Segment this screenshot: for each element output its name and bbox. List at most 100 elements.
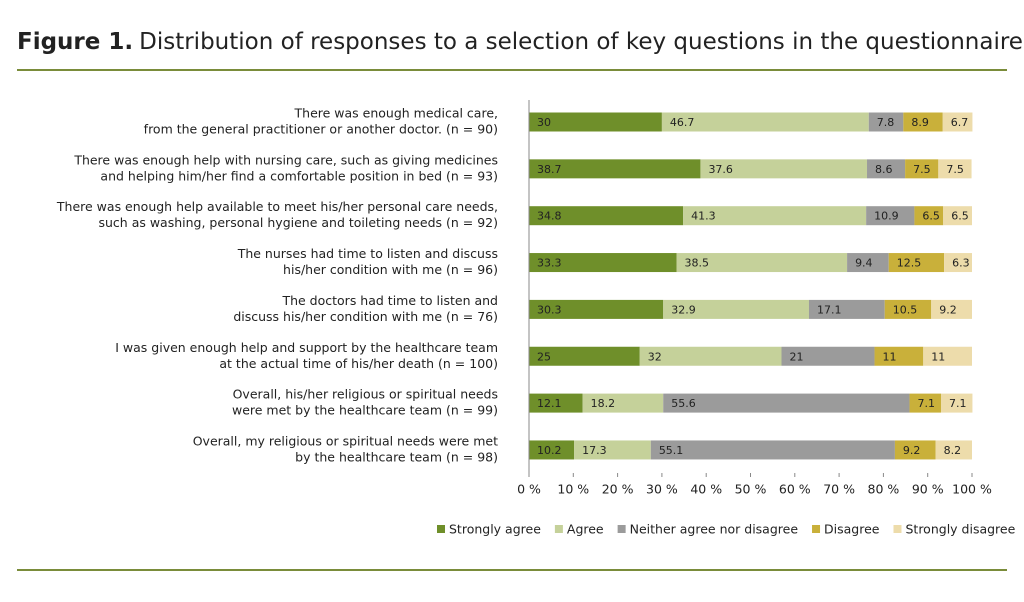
legend-label: Strongly agree — [449, 522, 541, 537]
category-label: Overall, my religious or spiritual needs… — [193, 433, 498, 448]
category-label: The doctors had time to listen and — [281, 293, 498, 308]
category-label: The nurses had time to listen and discus… — [237, 246, 498, 261]
value-label: 32.9 — [671, 303, 696, 316]
value-label: 7.1 — [918, 397, 936, 410]
value-label: 17.1 — [817, 303, 842, 316]
bar-segment — [909, 393, 941, 413]
value-label: 10.5 — [893, 303, 918, 316]
bar-segment — [923, 346, 972, 366]
category-label: were met by the healthcare team (n = 99) — [232, 403, 498, 418]
value-label: 9.2 — [903, 444, 921, 457]
value-label: 17.3 — [582, 444, 607, 457]
value-label: 37.6 — [708, 163, 733, 176]
value-label: 7.1 — [949, 397, 967, 410]
legend-label: Disagree — [824, 522, 880, 537]
value-label: 33.3 — [537, 257, 562, 270]
value-label: 7.5 — [946, 163, 964, 176]
legend-swatch — [437, 525, 445, 533]
legend-swatch — [812, 525, 821, 533]
legend-swatch — [554, 525, 563, 533]
bar-segment — [529, 440, 575, 460]
legend-swatch — [893, 525, 902, 533]
value-label: 10.2 — [537, 444, 562, 457]
bar-segment — [663, 393, 910, 413]
x-tick-label: 20 % — [602, 482, 634, 497]
bar-segment — [663, 299, 809, 319]
value-label: 7.5 — [913, 163, 931, 176]
value-label: 55.6 — [671, 397, 696, 410]
category-label: There was enough help available to meet … — [56, 199, 498, 214]
figure-label: Figure 1. — [17, 29, 133, 55]
bar-segment — [914, 206, 944, 226]
bar-segment — [529, 299, 664, 319]
x-tick-label: 70 % — [823, 482, 855, 497]
bar-segment — [944, 253, 972, 273]
value-label: 12.5 — [897, 257, 922, 270]
category-label: and helping him/her find a comfortable p… — [100, 168, 498, 183]
x-tick-label: 100 % — [952, 482, 992, 497]
bar-segment — [661, 112, 869, 132]
value-label: 18.2 — [591, 397, 616, 410]
value-label: 32 — [648, 350, 662, 363]
bar-segment — [905, 159, 939, 179]
value-label: 6.7 — [951, 116, 969, 129]
x-tick-label: 50 % — [735, 482, 767, 497]
x-tick-label: 30 % — [646, 482, 678, 497]
category-label: from the general practitioner or another… — [144, 122, 498, 137]
value-label: 11 — [931, 350, 945, 363]
category-label: There was enough medical care, — [294, 106, 498, 121]
value-label: 34.8 — [537, 210, 562, 223]
bar-segment — [931, 299, 972, 319]
category-label: Overall, his/her religious or spiritual … — [233, 387, 498, 402]
chart-title-line: Figure 1. Distribution of responses to a … — [17, 29, 1023, 55]
category-label: There was enough help with nursing care,… — [73, 152, 498, 167]
bar-segment — [781, 346, 875, 366]
value-label: 38.5 — [685, 257, 710, 270]
bar-segment — [683, 206, 867, 226]
bar-segment — [888, 253, 945, 273]
bar-segment — [894, 440, 936, 460]
legend-label: Strongly disagree — [905, 522, 1015, 537]
bar-segment — [808, 299, 885, 319]
value-label: 6.5 — [951, 210, 969, 223]
bar-segment — [582, 393, 664, 413]
value-label: 12.1 — [537, 397, 562, 410]
value-label: 9.4 — [855, 257, 873, 270]
value-label: 41.3 — [691, 210, 716, 223]
x-tick-label: 0 % — [517, 482, 541, 497]
value-label: 21 — [790, 350, 804, 363]
value-label: 38.7 — [537, 163, 562, 176]
category-label: by the healthcare team (n = 98) — [295, 449, 498, 464]
legend-swatch — [617, 525, 626, 533]
category-label: his/her condition with me (n = 96) — [283, 262, 498, 277]
value-label: 10.9 — [874, 210, 899, 223]
value-label: 55.1 — [659, 444, 684, 457]
bar-segment — [650, 440, 895, 460]
x-tick-label: 80 % — [868, 482, 900, 497]
bar-segment — [867, 159, 906, 179]
bar-segment — [940, 393, 973, 413]
bar-segment — [884, 299, 932, 319]
x-tick-label: 90 % — [912, 482, 944, 497]
bar-segment — [529, 206, 684, 226]
value-label: 8.2 — [944, 444, 962, 457]
bar-segment — [529, 159, 701, 179]
value-label: 6.5 — [922, 210, 940, 223]
value-label: 8.9 — [911, 116, 929, 129]
bar-segment — [942, 112, 973, 132]
bar-segment — [529, 393, 583, 413]
bar-segment — [943, 206, 972, 226]
bar-segment — [574, 440, 651, 460]
category-label: such as washing, personal hygiene and to… — [98, 215, 498, 230]
bar-segment — [935, 440, 972, 460]
legend-label: Neither agree nor disagree — [630, 522, 799, 537]
bar-segment — [874, 346, 924, 366]
x-tick-label: 40 % — [690, 482, 722, 497]
legend-label: Agree — [567, 522, 604, 537]
bar-segment — [639, 346, 782, 366]
value-label: 30 — [537, 116, 551, 129]
bar-segment — [847, 253, 889, 273]
bar-segment — [700, 159, 868, 179]
bar-segment — [868, 112, 904, 132]
